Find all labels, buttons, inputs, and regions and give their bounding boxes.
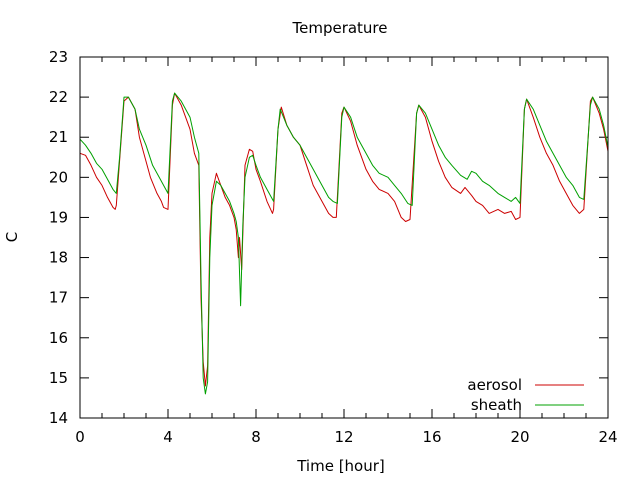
- series-line-sheath: [79, 92, 609, 395]
- y-tick-label: 18: [49, 249, 68, 267]
- plot-frame: [79, 56, 609, 419]
- series-line-aerosol: [79, 92, 609, 387]
- series-lines: [79, 92, 609, 395]
- y-tick-label: 17: [49, 289, 68, 307]
- x-tick-label: 20: [510, 428, 529, 446]
- x-tick-label: 4: [163, 428, 173, 446]
- axis-tick-labels: 0 4 8 12 16 20 24 14 15 16 17 18 19 20 21 22 23: [49, 48, 618, 446]
- chart-title: Temperature: [291, 19, 387, 37]
- y-tick-label: 21: [49, 128, 68, 146]
- y-tick-label: 20: [49, 168, 68, 186]
- y-tick-label: 15: [49, 369, 68, 387]
- y-tick-label: 14: [49, 409, 68, 427]
- y-tick-label: 16: [49, 329, 68, 347]
- x-tick-label: 16: [422, 428, 441, 446]
- x-tick-label: 12: [334, 428, 353, 446]
- x-tick-label: 24: [598, 428, 617, 446]
- legend: aerosol sheath: [467, 376, 584, 414]
- axis-ticks: [79, 56, 609, 419]
- legend-label-aerosol: aerosol: [467, 376, 522, 394]
- y-axis-label: C: [3, 232, 21, 242]
- y-tick-label: 22: [49, 88, 68, 106]
- y-tick-label: 23: [49, 48, 68, 66]
- y-tick-label: 19: [49, 208, 68, 226]
- legend-label-sheath: sheath: [471, 396, 522, 414]
- x-axis-label: Time [hour]: [296, 457, 385, 475]
- x-tick-label: 0: [75, 428, 85, 446]
- x-tick-label: 8: [251, 428, 261, 446]
